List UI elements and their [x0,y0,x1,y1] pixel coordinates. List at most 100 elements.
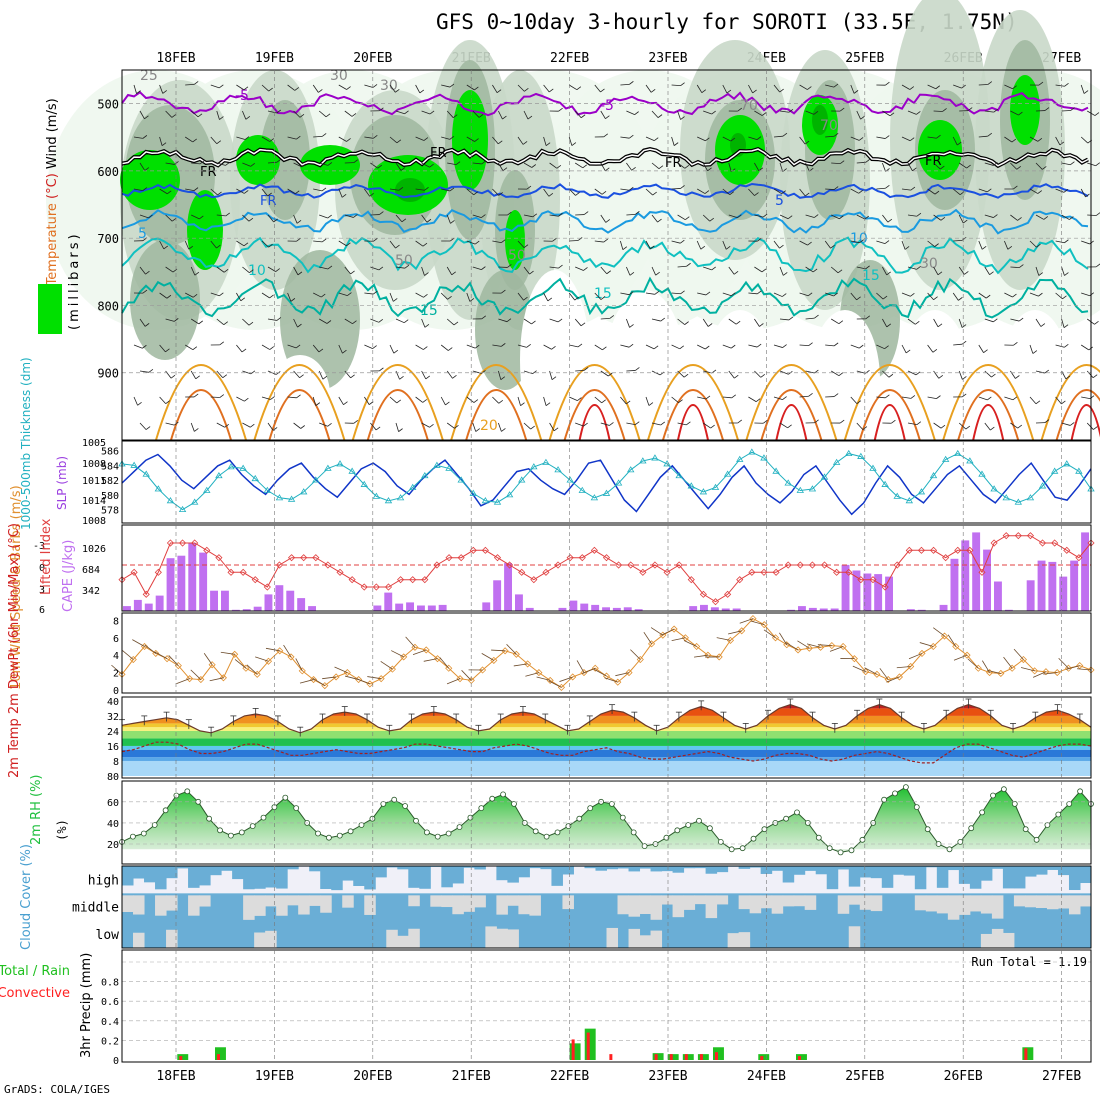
cloud-high-cell [826,866,839,890]
wind-barb [190,318,199,325]
cape-bar [482,602,491,611]
wind-barb [210,84,220,89]
wind-barb [1061,214,1070,220]
cloud-mid-gap [562,895,574,910]
lifted-point [748,568,756,576]
date-label-bottom: 21FEB [452,1069,491,1084]
wind-barb-flag [735,320,741,325]
wind-barb [825,344,835,347]
wind-barb [886,676,900,683]
rh-point [826,845,833,852]
wind-barb [907,162,913,172]
wind-barb-flag [188,245,194,250]
wind-barb-flag [500,376,506,380]
wind-barb-flag [583,211,589,215]
y-tick-label-right: 1014 [82,496,106,507]
cape-bar [133,599,142,611]
legend-total: Total / Rain [0,964,70,979]
rh-point [913,804,920,810]
wind-barb-flag [730,344,736,349]
wind-barb [817,644,832,646]
wind-barb [293,370,300,378]
wind-barb-flag [577,237,583,241]
precip-conv-bar [586,1032,590,1060]
lifted-point [493,554,502,562]
wind-barb-flag [346,138,351,142]
wind-barb-flag [605,167,610,172]
wind-barb [569,240,579,242]
wind-barb-flag [393,298,398,302]
wind-barb [978,344,984,353]
date-label-top: 18FEB [156,51,195,66]
wind-speed-point [512,650,520,658]
wind-barb-flag [1083,90,1089,94]
wind-barb-flag [248,321,254,326]
cloud-mid-gap [364,895,376,915]
wind-barb [754,110,763,116]
cloud-high-cell [672,866,685,873]
wind-barb [693,654,708,658]
wind-barb [600,318,610,320]
wind-barb-flag [991,373,996,378]
wind-barb [831,162,841,165]
thickness-point [627,466,635,473]
rh-point [500,791,507,798]
cloud-high-cell [210,866,222,876]
wind-speed-point [287,653,295,661]
cloud-high-cell [683,866,696,869]
wind-barb-flag [327,265,333,270]
wind-barb [799,136,806,145]
cloud-high-cell [166,866,178,879]
thickness-point [1026,494,1035,501]
cloud-mid-gap [1024,895,1037,908]
wind-barb [176,678,190,685]
wind-barb [1010,214,1018,221]
wind-barb [421,162,430,168]
wind-barb [825,188,835,190]
wind-barb [190,669,202,680]
wind-barb-flag [1062,295,1067,300]
cloud-high-cell [958,866,971,884]
wind-barb-flag [474,86,479,91]
wind-barb [927,396,937,400]
wind-barb [1029,240,1037,248]
wind-barb-flag [601,190,607,195]
lifted-point [1014,532,1022,540]
wind-barb [543,344,552,350]
wind-barb-flag [710,424,715,429]
wind-barb [389,136,398,144]
y-tick-label: 6 [39,605,45,616]
wind-barb-flag [165,400,170,404]
wind-barb [626,370,636,372]
contour-30 [465,389,528,441]
cape-bar [558,607,567,611]
wind-barb-flag [551,376,557,380]
wind-barb [1061,162,1071,166]
thickness-point [723,470,732,477]
wind-barb-flag [808,342,813,346]
y-tick-label: 800 [97,299,119,313]
lifted-point [421,576,429,584]
wind-barb [978,135,988,138]
wind-barb-flag [605,115,610,120]
precip-total-bar [177,1054,189,1060]
wind-barb [671,396,679,404]
wind-barb [523,318,532,325]
wind-barb-flag [680,239,685,244]
rh-point [162,807,169,814]
wind-barb [671,84,681,87]
wind-barb [978,188,988,193]
cloud-high-cell [749,866,762,868]
wind-speed-point [197,675,205,684]
wind-barb-flag [807,86,812,90]
wind-barb-flag [685,216,690,220]
wind-barb-flag [858,189,863,194]
wind-barb [645,84,652,93]
wind-barb-flag [1063,189,1069,193]
wind-speed-point [918,649,926,658]
wind-barb-flag [1017,217,1022,221]
wind-barb-flag [375,426,381,431]
wind-barb-flag [481,315,487,320]
wind-barb [600,370,609,377]
